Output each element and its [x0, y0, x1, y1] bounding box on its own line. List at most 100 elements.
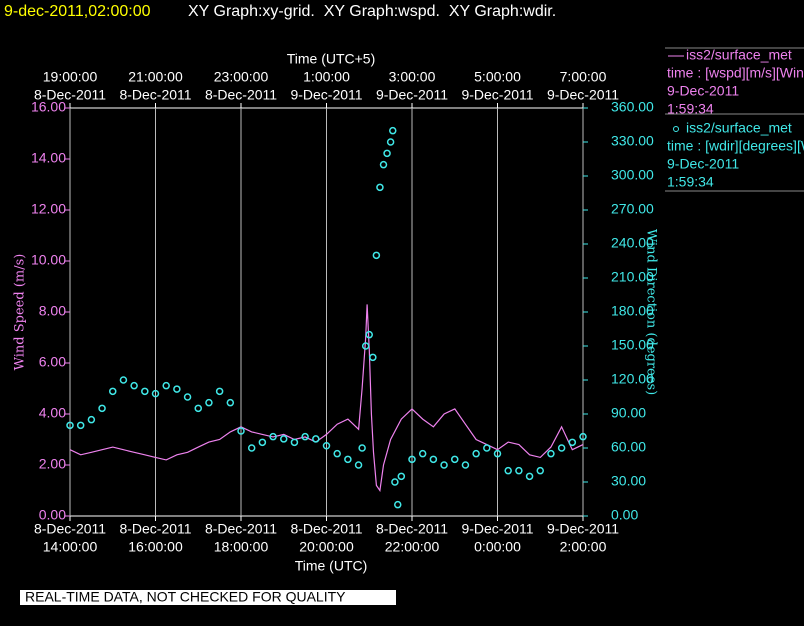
x-tick-label: 8-Dec-2011 [290, 521, 362, 537]
x2-tick-label: 5:00:00 [474, 69, 521, 85]
direction-point [290, 438, 299, 447]
direction-point [386, 138, 395, 146]
direction-point [408, 455, 416, 464]
direction-point [429, 455, 438, 464]
footer-text: REAL-TIME DATA, NOT CHECKED FOR QUALITY [25, 589, 346, 605]
direction-point [365, 330, 373, 339]
direction-point [504, 466, 512, 475]
y2-tick-label: 270.00 [611, 201, 654, 217]
x2-axis-label: Time (UTC+5) [287, 51, 376, 67]
direction-point [173, 385, 181, 393]
direction-point [440, 461, 448, 469]
direction-point [280, 435, 288, 443]
direction-point [579, 432, 587, 441]
y-tick-label: 0.00 [39, 507, 66, 523]
y-axis-label: Wind Speed (m/s) [13, 254, 28, 371]
direction-point [358, 444, 366, 452]
chart-title: 9-dec-2011,02:00:00 [4, 3, 151, 20]
direction-point [354, 461, 363, 469]
direction-point [557, 444, 566, 452]
direction-point [369, 353, 377, 362]
direction-point [525, 472, 534, 481]
y2-tick-label: 0.00 [611, 507, 638, 523]
direction-point [162, 381, 170, 390]
x2-tick-label: 23:00:00 [214, 69, 269, 85]
direction-point [344, 455, 352, 464]
y2-tick-label: 90.00 [611, 405, 646, 421]
legend-detail: time : [wspd][m/s][Wind [667, 65, 804, 81]
legend-time: 1:59:34 [667, 174, 714, 190]
direction-point [215, 387, 224, 396]
y-tick-label: 12.00 [31, 201, 66, 217]
direction-point [119, 376, 128, 384]
direction-point [568, 438, 577, 447]
x-tick-label: 18:00:00 [214, 539, 269, 555]
direction-point [451, 455, 459, 464]
direction-point [397, 472, 406, 481]
legend-date: 9-Dec-2011 [667, 83, 739, 99]
legend-label: iss2/surface_met [686, 120, 792, 136]
y2-tick-label: 300.00 [611, 167, 654, 183]
x-tick-label: 20:00:00 [299, 539, 354, 555]
direction-point [547, 449, 555, 458]
direction-point [379, 160, 388, 169]
direction-point [301, 432, 309, 441]
y2-tick-label: 360.00 [611, 99, 654, 115]
direction-point [376, 183, 384, 192]
direction-point [389, 126, 397, 135]
x-tick-label: 22:00:00 [385, 539, 440, 555]
direction-point [183, 393, 192, 401]
y2-axis-label: Wind Direction (degrees) [644, 229, 659, 395]
direction-point [472, 449, 480, 458]
x-tick-label: 16:00:00 [128, 539, 183, 555]
x-tick-label: 2:00:00 [560, 539, 607, 555]
legend-detail: time : [wdir][degrees][Wi [667, 138, 804, 154]
y2-tick-label: 240.00 [611, 235, 654, 251]
direction-point [383, 149, 391, 158]
direction-point [394, 500, 402, 509]
direction-point [194, 404, 202, 413]
direction-point [237, 427, 245, 435]
y2-tick-label: 210.00 [611, 269, 654, 285]
y-tick-label: 8.00 [39, 303, 66, 319]
y-tick-label: 10.00 [31, 252, 66, 268]
direction-point [109, 387, 117, 396]
y2-tick-label: 330.00 [611, 133, 654, 149]
x-tick-label: 8-Dec-2011 [34, 521, 106, 537]
y2-tick-label: 60.00 [611, 439, 646, 455]
x2-tick-label: 8-Dec-2011 [205, 87, 277, 103]
x2-tick-label: 21:00:00 [128, 69, 183, 85]
direction-point [98, 404, 106, 413]
y2-tick-label: 30.00 [611, 473, 646, 489]
chart-subtitle: XY Graph:xy-grid. XY Graph:wspd. XY Grap… [188, 3, 556, 20]
direction-point [247, 444, 256, 452]
direction-point [87, 415, 96, 424]
direction-point [536, 466, 544, 475]
x2-tick-label: 3:00:00 [389, 69, 436, 85]
direction-point [312, 435, 320, 443]
x2-tick-label: 9-Dec-2011 [461, 87, 533, 103]
direction-point [66, 421, 74, 430]
y2-tick-label: 150.00 [611, 337, 654, 353]
x2-tick-label: 7:00:00 [560, 69, 607, 85]
y-tick-label: 4.00 [39, 405, 66, 421]
direction-point [269, 432, 277, 441]
direction-point [226, 398, 235, 407]
y-tick-label: 6.00 [39, 354, 66, 370]
legend-date: 9-Dec-2011 [667, 156, 739, 172]
x2-tick-label: 9-Dec-2011 [376, 87, 448, 103]
direction-point [493, 449, 502, 458]
direction-point [258, 438, 267, 447]
direction-point [515, 466, 523, 475]
direction-point [130, 381, 138, 390]
speed-line [69, 304, 584, 493]
legend-time: 1:59:34 [667, 101, 714, 117]
x-tick-label: 9-Dec-2011 [461, 521, 533, 537]
direction-point [151, 389, 160, 398]
x-tick-label: 8-Dec-2011 [205, 521, 277, 537]
direction-point [322, 441, 331, 450]
direction-point [333, 449, 341, 458]
y2-tick-label: 120.00 [611, 371, 654, 387]
y-tick-label: 16.00 [31, 99, 66, 115]
